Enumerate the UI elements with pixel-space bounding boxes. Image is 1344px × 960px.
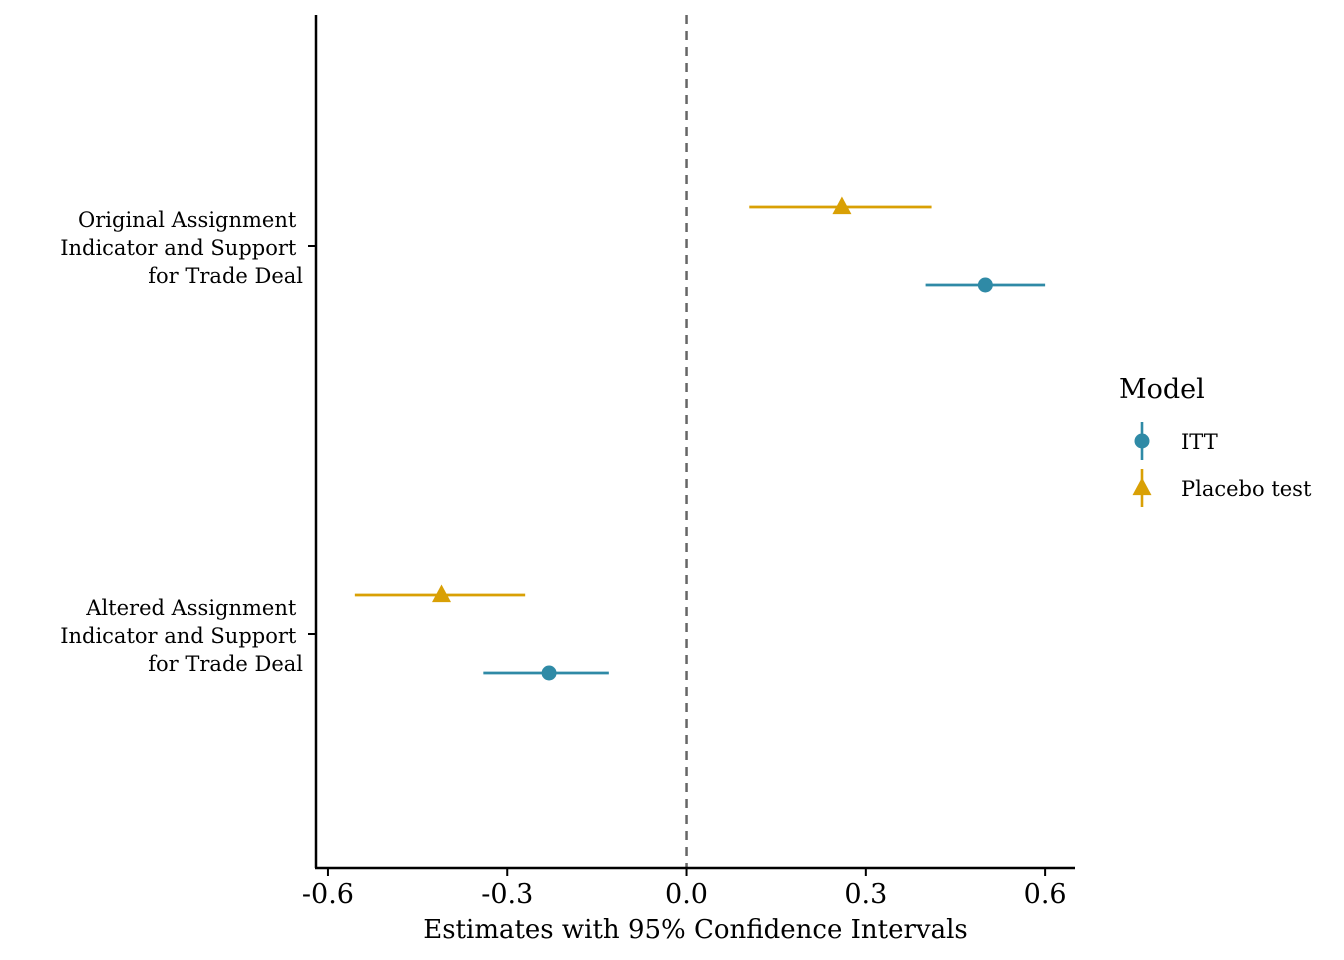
y-category-label-line: Indicator and Support — [60, 624, 303, 648]
plot-area — [354, 15, 1046, 868]
x-tick-label-1: -0.3 — [481, 879, 533, 910]
legend-label-0: ITT — [1181, 430, 1218, 454]
y-category-label-line: Original Assignment — [78, 208, 303, 232]
estimate-point-1-1 — [432, 584, 452, 603]
estimate-point-0-1 — [541, 665, 557, 681]
legend-key-marker-1 — [1132, 477, 1152, 496]
legend: Model ITT Placebo test — [1119, 374, 1312, 507]
y-category-label-line: Altered Assignment — [85, 596, 303, 620]
y-category-label-line: for Trade Deal — [148, 264, 303, 288]
estimate-point-1-0 — [832, 196, 852, 215]
axes: -0.6 -0.3 0.0 0.3 0.6 Original Assignment Ind… — [60, 15, 1075, 910]
x-tick-label-2: 0.0 — [665, 879, 708, 910]
y-category-label-line: for Trade Deal — [148, 652, 303, 676]
y-category-label-0: Original Assignment Indicator and Suppor… — [60, 208, 303, 288]
legend-label-1: Placebo test — [1181, 477, 1312, 501]
estimate-point-0-0 — [977, 277, 993, 293]
x-tick-label-0: -0.6 — [302, 879, 354, 910]
y-category-label-line: Indicator and Support — [60, 236, 303, 260]
x-tick-label-4: 0.6 — [1024, 879, 1067, 910]
legend-key-marker-0 — [1134, 433, 1150, 449]
y-category-label-1: Altered Assignment Indicator and Support… — [60, 596, 303, 676]
x-tick-label-3: 0.3 — [844, 879, 887, 910]
x-axis-title: Estimates with 95% Confidence Intervals — [423, 915, 968, 945]
legend-title: Model — [1119, 374, 1205, 405]
